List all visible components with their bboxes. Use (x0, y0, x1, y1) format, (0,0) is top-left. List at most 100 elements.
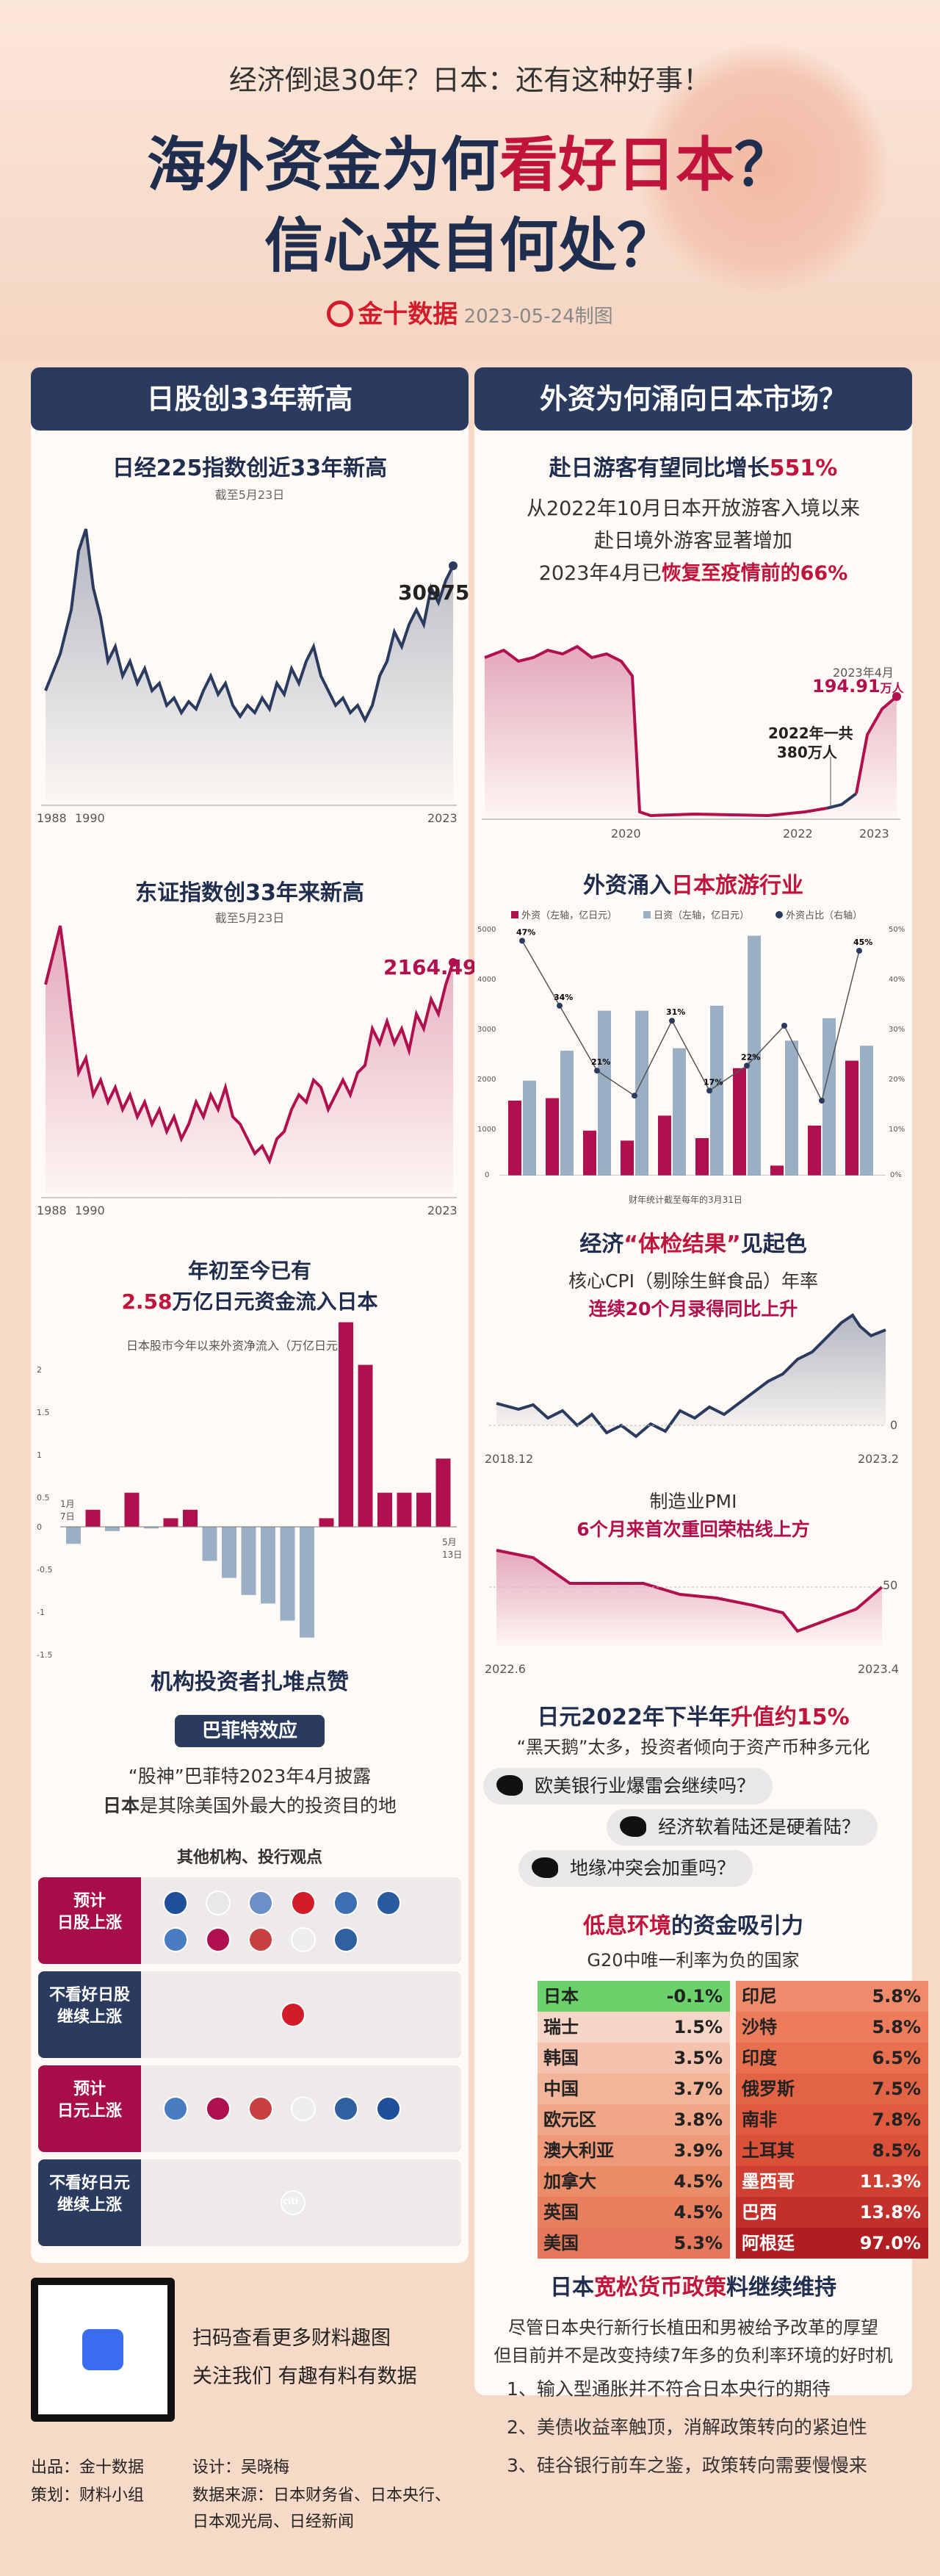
op-yes-yen: 预计 日元上涨 (38, 2065, 461, 2152)
flow-bar (163, 1518, 178, 1527)
left-panel-title: 日股创33年新高 (31, 367, 469, 431)
hotel-share-label: 22% (741, 1052, 760, 1062)
hotel-bar (710, 1005, 723, 1176)
flow-y1: 1.5 (37, 1408, 50, 1417)
hotel-share-point (744, 1062, 750, 1069)
hotel-bar (785, 1040, 798, 1176)
flow-start: 1月 7日 (60, 1499, 75, 1522)
cpi-l2: 连续20个月录得同比上升 (588, 1298, 798, 1320)
flow-bar (300, 1527, 314, 1638)
header: 经济倒退30年？日本：还有这种好事！ 海外资金为何看好日本？ 信心来自何处？ 金… (0, 0, 940, 360)
institution-logo-icon (291, 2096, 316, 2121)
rate-row: 英国 4.5% (538, 2197, 730, 2228)
op-no-yen: 不看好日元 继续上涨 citi (38, 2159, 461, 2246)
institution-logo-icon (248, 1890, 273, 1915)
flow-line2: 2.58万亿日元资金流入日本 (121, 1289, 378, 1314)
tour-ann2: 194.91万人 (812, 676, 904, 697)
hotel-bar (508, 1101, 521, 1176)
hotel-chart: 47% 34% 21% 31% 17% 22% 45% (499, 927, 886, 1176)
flow-bar (105, 1527, 120, 1531)
hotel-bar (546, 1098, 559, 1176)
hotel-share-label: 47% (516, 927, 535, 937)
hotel-share-line (521, 940, 860, 1103)
kicker: 经济倒退30年？日本：还有这种好事！ (228, 64, 712, 96)
institution-logo-icon (376, 1890, 401, 1915)
hotel-share-point (632, 1093, 637, 1099)
yen-title: 日元2022年下半年升值约15% (537, 1705, 850, 1730)
rate-row: 沙特 5.8% (736, 2012, 928, 2043)
hotel-bar (770, 1165, 784, 1176)
rate-row: 巴西 13.8% (736, 2197, 928, 2228)
flow-bar (261, 1527, 275, 1604)
policy-l1: 尽管日本央行新行长植田和男被给予改革的厚望 (508, 2317, 878, 2338)
hotel-bar (748, 935, 761, 1176)
flow-bar (241, 1527, 256, 1595)
qr-code[interactable] (31, 2278, 175, 2422)
rate-row: 加拿大 4.5% (538, 2166, 730, 2197)
sun-decoration (639, 44, 889, 294)
cpi-x1: 2023.2 (858, 1452, 899, 1466)
institution-logo-icon (248, 1927, 273, 1952)
tour-chart (482, 644, 901, 820)
flow-y3: 0.5 (37, 1493, 50, 1503)
nikkei-title: 日经225指数创近33年新高 (112, 456, 388, 481)
institution-logo-icon (163, 1927, 188, 1952)
hotel-share-point (669, 1018, 675, 1024)
rate-sub: G20中唯一利率为负的国家 (587, 1950, 800, 1971)
credit-design: 设计：吴晓梅 (192, 2458, 290, 2477)
tour-title: 赴日游客有望同比增长551% (549, 456, 838, 481)
hotel-yr0: 50% (889, 926, 905, 934)
hotel-bar (560, 1051, 574, 1176)
cpi-chart (489, 1313, 886, 1439)
hotel-yl5: 0 (485, 1171, 490, 1179)
qr-text-1: 扫码查看更多财料趣图 (192, 2327, 391, 2350)
credit-plan: 策划：财料小组 (31, 2486, 145, 2505)
pmi-chart (489, 1549, 883, 1646)
topix-note: 截至5月23日 (214, 911, 285, 925)
swan-q3: 地缘冲突会加重吗？ (518, 1850, 753, 1887)
rate-row: 印度 6.5% (736, 2043, 928, 2073)
institution-logo-icon (291, 1927, 316, 1952)
credit-out: 出品：金十数据 (31, 2458, 145, 2477)
tour-ann1: 2023年4月 (833, 666, 894, 680)
qr-text-2: 关注我们 有趣有料有数据 (192, 2365, 417, 2388)
hotel-legend-0: 外资（左轴，亿日元） (511, 907, 617, 921)
flow-bar (339, 1322, 353, 1527)
nikkei-x2: 2023 (427, 811, 458, 825)
hotel-share-point (781, 1023, 787, 1029)
tour-l3: 2023年4月已恢复至疫情前的66% (538, 562, 848, 585)
buffett-1: “股神”巴菲特2023年4月披露 (128, 1766, 372, 1787)
pmi-50: 50 (883, 1578, 898, 1592)
flow-bar (377, 1492, 392, 1527)
flow-y4: 0 (37, 1522, 42, 1532)
flow-y2: 1 (37, 1450, 42, 1460)
page-title-2: 信心来自何处？ (264, 212, 676, 280)
right-panel: 外资为何涌向日本市场？ 赴日游客有望同比增长551% 从2022年10月日本开放… (474, 367, 928, 2395)
hotel-share-label: 17% (704, 1077, 723, 1087)
credit-src-2: 日本观光局、日经新闻 (192, 2513, 355, 2531)
flow-bar (183, 1509, 198, 1527)
hotel-bar (598, 1010, 611, 1176)
cpi-zero: 0 (890, 1418, 898, 1432)
hotel-share-label: 34% (554, 993, 573, 1002)
tour-ann4: 380万人 (777, 744, 837, 761)
hotel-yr1: 40% (889, 976, 905, 984)
tour-l2: 赴日境外游客显著增加 (594, 530, 792, 553)
tour-ann3: 2022年一共 (768, 724, 853, 742)
hotel-bar (808, 1126, 821, 1176)
topix-x1: 1990 (75, 1204, 105, 1217)
pmi-l2: 6个月来首次重回荣枯线上方 (576, 1519, 810, 1540)
econ-title: 经济“体检结果”见起色 (579, 1231, 807, 1257)
topix-last: 2164.49 (383, 955, 477, 979)
flow-bar (144, 1527, 159, 1529)
rate-row: 阿根廷 97.0% (736, 2228, 928, 2259)
nikkei-note: 截至5月23日 (214, 488, 285, 502)
hotel-yl4: 1000 (477, 1126, 496, 1134)
hotel-share-point (819, 1098, 825, 1104)
flow-y0: 2 (37, 1365, 42, 1375)
rate-row: 俄罗斯 7.5% (736, 2073, 928, 2104)
others-label: 其他机构、投行观点 (176, 1849, 322, 1867)
hotel-share-point (594, 1068, 600, 1074)
rate-row: 土耳其 8.5% (736, 2135, 928, 2166)
left-panel: 日股创33年新高 日经225指数创近33年新高 截至5月23日 30975 19… (31, 367, 477, 2263)
